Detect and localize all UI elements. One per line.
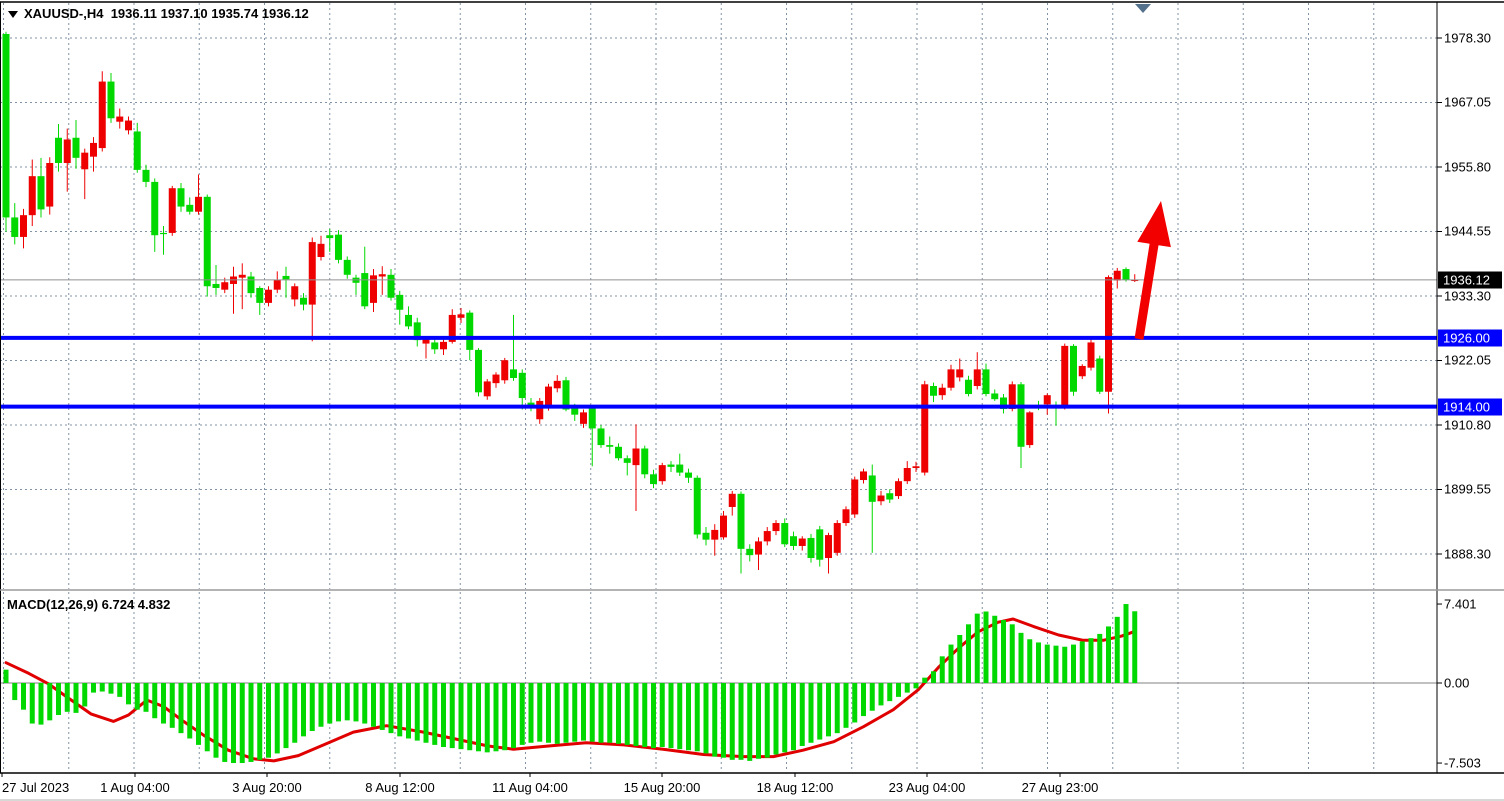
macd-indicator-values: 6.724 4.832 [101,597,171,612]
time-axis-label: 27 Aug 23:00 [1021,780,1099,795]
macd-signal-line [4,617,1137,763]
time-axis-label: 27 Jul 2023 [2,780,70,795]
chart-symbol-dropdown-icon[interactable] [8,11,18,18]
price-axis-label: 1955.80 [1444,159,1491,175]
time-axis-label: 18 Aug 12:00 [756,780,834,795]
time-axis-label: 15 Aug 20:00 [623,780,701,795]
macd-indicator-name: MACD(12,26,9) [7,597,99,612]
time-axis-label: 23 Aug 04:00 [888,780,966,795]
level-price-tag[interactable]: 1914.00 [1438,398,1502,416]
time-axis-label: 11 Aug 04:00 [492,780,568,795]
macd-axis-label: 0.00 [1444,675,1470,691]
time-axis-label: 8 Aug 12:00 [365,780,435,795]
current-price-tag: 1936.12 [1438,271,1502,289]
axis-ticks [1,37,1442,777]
gridlines [0,3,1437,772]
price-axis-label: 1888.30 [1444,546,1491,562]
level-price-tag[interactable]: 1926.00 [1438,329,1502,347]
price-lines [0,279,1437,409]
price-axis-label: 1922.05 [1444,352,1491,368]
chart-shift-marker-icon[interactable] [1135,4,1151,13]
price-axis-label: 1967.05 [1444,94,1491,110]
price-axis-label: 1933.30 [1444,288,1491,304]
time-axis-label: 3 Aug 20:00 [232,780,302,795]
macd-histogram [3,604,1138,764]
chart-ohlc-values: 1936.11 1937.10 1935.74 1936.12 [110,6,309,21]
up-arrow-annotation[interactable] [1134,201,1171,340]
price-axis-label: 1978.30 [1444,30,1491,46]
candles [2,31,1139,574]
macd-axis-label: -7.503 [1444,755,1481,771]
macd-axis-label: 7.401 [1444,596,1477,612]
price-axis-label: 1944.55 [1444,223,1491,239]
chart-symbol-timeframe: XAUUSD-,H4 [24,6,104,21]
time-axis-label: 1 Aug 04:00 [100,780,170,795]
price-axis-label: 1899.55 [1444,481,1491,497]
price-axis-label: 1910.80 [1444,417,1491,433]
macd-indicator-label: MACD(12,26,9) 6.724 4.832 [7,597,170,612]
chart-header: XAUUSD-,H4 1936.11 1937.10 1935.74 1936.… [8,6,309,21]
